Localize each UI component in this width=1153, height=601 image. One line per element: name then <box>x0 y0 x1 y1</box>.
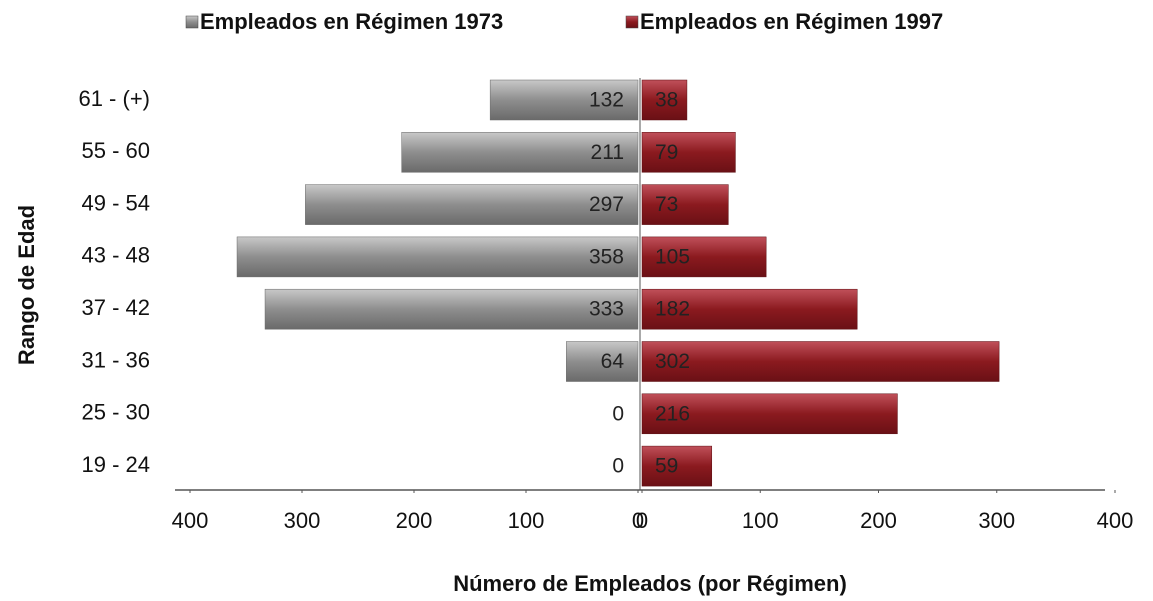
bar <box>641 393 898 435</box>
legend-label: Empleados en Régimen 1997 <box>640 9 943 34</box>
y-tick-label: 31 - 36 <box>82 347 151 372</box>
y-tick-label: 25 - 30 <box>82 400 151 425</box>
data-label: 79 <box>655 141 678 164</box>
data-label: 216 <box>655 402 690 425</box>
y-tick-label: 61 - (+) <box>78 86 150 111</box>
data-label: 333 <box>589 298 624 321</box>
data-label: 358 <box>589 245 624 268</box>
legend-swatch <box>625 15 639 29</box>
bar <box>401 132 639 173</box>
x-tick-label: 200 <box>860 508 897 533</box>
bar <box>641 79 688 121</box>
x-tick-label: 400 <box>1097 508 1134 533</box>
y-tick-label: 43 - 48 <box>82 243 151 268</box>
x-tick-label: 0 <box>632 508 644 533</box>
data-label: 132 <box>589 89 624 112</box>
bar <box>264 288 639 330</box>
bar <box>236 236 639 278</box>
data-label: 105 <box>655 245 690 268</box>
bar <box>641 341 1000 382</box>
data-label: 0 <box>612 402 624 425</box>
y-tick-label: 55 - 60 <box>82 138 151 163</box>
bar <box>641 445 713 487</box>
x-tick-label: 100 <box>508 508 545 533</box>
data-label: 73 <box>655 193 678 216</box>
x-tick-label: 200 <box>396 508 433 533</box>
y-tick-label: 37 - 42 <box>82 295 151 320</box>
x-tick-label: 100 <box>742 508 779 533</box>
data-label: 211 <box>591 141 624 164</box>
x-tick-label: 400 <box>172 508 209 533</box>
y-axis-title: Rango de Edad <box>14 205 39 365</box>
data-label: 297 <box>589 193 624 216</box>
y-tick-label: 49 - 54 <box>82 190 151 215</box>
bar <box>641 132 736 173</box>
legend-label: Empleados en Régimen 1973 <box>200 9 503 34</box>
bar <box>489 79 639 121</box>
bar <box>566 341 639 382</box>
x-axis-title: Número de Empleados (por Régimen) <box>453 571 847 596</box>
data-label: 38 <box>655 89 678 112</box>
y-tick-label: 19 - 24 <box>82 452 151 477</box>
data-label: 0 <box>612 455 624 478</box>
data-label: 302 <box>655 350 690 373</box>
x-tick-label: 300 <box>978 508 1015 533</box>
data-label: 64 <box>601 350 625 373</box>
legend-swatch <box>185 15 199 29</box>
x-tick-label: 0 <box>636 508 648 533</box>
x-tick-label: 300 <box>284 508 321 533</box>
data-label: 59 <box>655 455 678 478</box>
bar <box>641 288 858 330</box>
data-label: 182 <box>655 298 690 321</box>
bar <box>641 236 767 278</box>
bar <box>305 184 639 225</box>
bar <box>641 184 729 225</box>
